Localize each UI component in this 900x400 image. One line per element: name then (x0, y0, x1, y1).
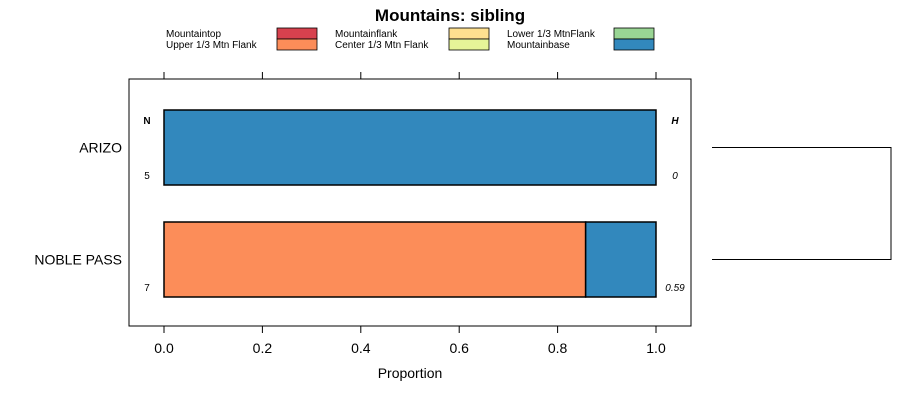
bar-segment-arizo-mountainbase (163, 109, 657, 186)
legend-swatch-upper-1-3-mtn-flank (276, 38, 318, 51)
dendrogram-branch (712, 147, 892, 260)
x-axis: 0.0 0.2 0.4 0.6 0.8 1.0 (154, 72, 666, 356)
legend-label-mountainflank: Mountainflank (335, 29, 398, 40)
x-tick-label: 0.6 (449, 340, 469, 356)
x-tick-label: 0.8 (548, 340, 568, 356)
legend-label-lower-1-3-mtnflank: Lower 1/3 MtnFlank (507, 29, 596, 40)
x-tick-label: 0.4 (351, 340, 371, 356)
category-label-arizo: ARIZO (79, 140, 122, 156)
legend-label-mountaintop: Mountaintop (166, 29, 221, 40)
legend-label-mountainbase: Mountainbase (507, 40, 570, 51)
x-tick-label: 1.0 (646, 340, 666, 356)
legend-swatch-mountainbase (613, 38, 655, 51)
bar-rows: ARIZO 5 0 NOBLE PASS 7 0.59 (34, 109, 685, 298)
legend-swatch-mountaintop (276, 27, 318, 40)
category-label-noble-pass: NOBLE PASS (34, 252, 122, 268)
legend-label-center-1-3-mtn-flank: Center 1/3 Mtn Flank (335, 40, 429, 51)
legend-label-upper-1-3-mtn-flank: Upper 1/3 Mtn Flank (166, 40, 258, 51)
plot-frame (128, 78, 692, 327)
x-axis-title: Proportion (378, 365, 443, 381)
chart-title: Mountains: sibling (375, 6, 525, 25)
h-column-header: H (671, 116, 679, 127)
bar-segment-noble-pass-upper-1-3-mtn-flank (163, 221, 587, 298)
h-value-noble-pass: 0.59 (665, 283, 685, 294)
n-value-noble-pass: 7 (144, 283, 150, 294)
bar-segment-noble-pass-mountainbase (584, 221, 657, 298)
n-column-header: N (143, 116, 150, 127)
dendrogram (712, 147, 892, 260)
h-value-arizo: 0 (672, 171, 678, 182)
x-tick-label: 0.0 (154, 340, 174, 356)
legend-swatch-mountainflank (448, 27, 490, 40)
legend-swatch-lower-1-3-mtnflank (613, 27, 655, 40)
x-tick-label: 0.2 (253, 340, 273, 356)
n-value-arizo: 5 (144, 171, 150, 182)
legend-swatch-center-1-3-mtn-flank (448, 38, 490, 51)
